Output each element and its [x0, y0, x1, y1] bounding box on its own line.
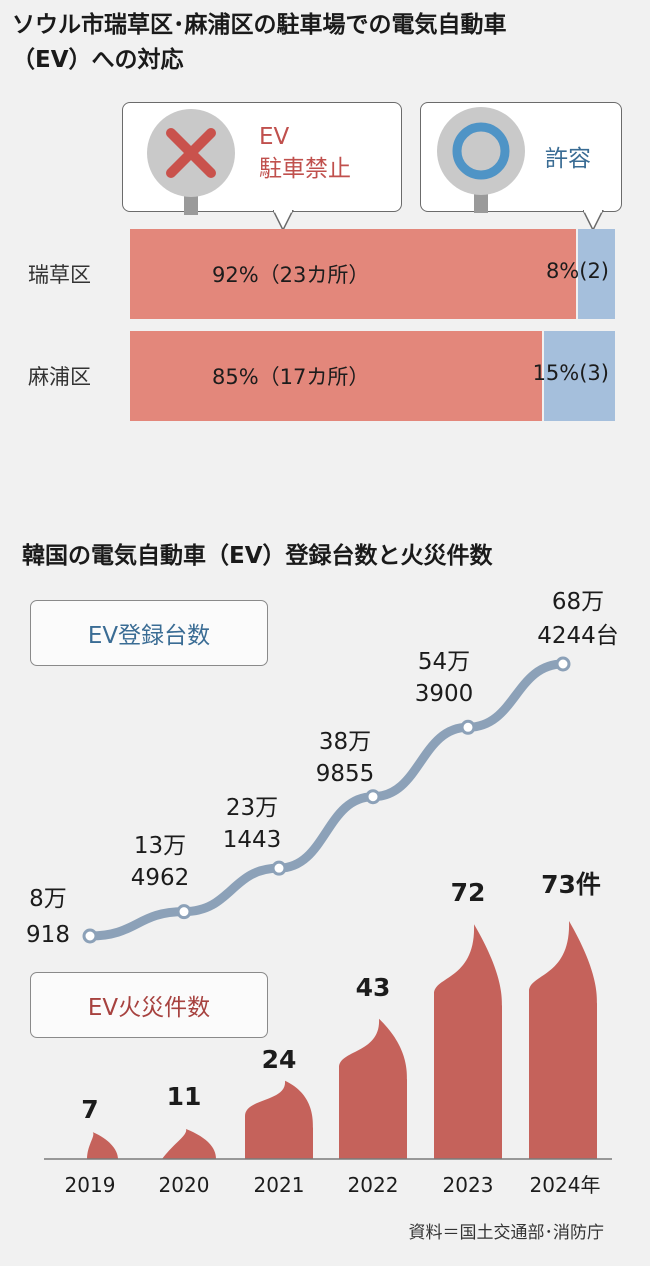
- ev-fire-label: 43: [356, 973, 391, 1002]
- legend-ev-registrations: EV登録台数: [30, 600, 268, 666]
- bar-label-allowed: 15%(3): [532, 361, 609, 385]
- ev-registration-label-bottom: 3900: [415, 681, 474, 707]
- ev-registration-line: [85, 659, 568, 941]
- ev-fire-bar: [339, 1018, 407, 1159]
- ev-fire-bar: [529, 921, 597, 1159]
- title-line-1: ソウル市瑞草区･麻浦区の駐車場での電気自動車: [12, 12, 507, 38]
- x-tick-label: 2024年: [530, 1173, 601, 1197]
- ev-fire-bar: [434, 924, 502, 1159]
- ev-registration-label-bottom: 1443: [223, 827, 282, 853]
- bar-segment-allowed: [544, 331, 615, 421]
- ev-fire-bar: [245, 1080, 313, 1159]
- ev-registration-label-top: 38万: [319, 729, 371, 755]
- ev-registration-point: [82, 928, 98, 944]
- legend-ev-fires: EV火災件数: [30, 972, 268, 1038]
- callout-tail: [583, 210, 604, 232]
- prohibited-x-sign-icon: [147, 109, 235, 215]
- allowed-callout: 許容: [420, 102, 622, 232]
- x-tick-label: 2022: [348, 1173, 399, 1197]
- ev-registration-label-bottom: 918: [26, 922, 70, 948]
- prohibited-label: EV 駐車禁止: [259, 121, 351, 185]
- bar-label-prohibited: 85%（17カ所）: [212, 365, 370, 389]
- ev-registration-point: [555, 656, 571, 672]
- ev-registration-point: [365, 789, 381, 805]
- ev-registration-label-bottom: 4244台: [537, 623, 619, 649]
- bar-segment-allowed: [578, 229, 615, 319]
- title-line-2: （EV）への対応: [12, 47, 184, 73]
- ev-registration-label-top: 23万: [226, 795, 278, 821]
- ev-registration-label-top: 13万: [134, 833, 186, 859]
- ev-fire-label: 11: [167, 1082, 202, 1111]
- allowed-circle-sign-icon: [437, 107, 525, 213]
- ev-registration-label-bottom: 9855: [316, 761, 375, 787]
- x-tick-label: 2020: [159, 1173, 210, 1197]
- bar-label-prohibited: 92%（23カ所）: [212, 263, 370, 287]
- x-tick-label: 2021: [254, 1173, 305, 1197]
- ev-fire-label: 73件: [541, 870, 601, 899]
- ev-registration-fire-chart: 8万 918 13万 4962 23万 1443 38万 9855 54万 3900 68万 4244…: [26, 589, 619, 1197]
- top-chart-title: ソウル市瑞草区･麻浦区の駐車場での電気自動車 （EV）への対応: [12, 8, 642, 78]
- lower-chart-title: 韓国の電気自動車（EV）登録台数と火災件数: [22, 543, 493, 569]
- ev-registration-label-top: 54万: [418, 649, 470, 675]
- bar-row-label: 麻浦区: [28, 365, 91, 389]
- bar-row-label: 瑞草区: [28, 263, 91, 287]
- ev-fire-label: 24: [262, 1045, 297, 1074]
- prohibited-label-line2: 駐車禁止: [259, 156, 351, 182]
- ev-registration-label-top: 8万: [29, 886, 67, 912]
- ev-registration-point: [460, 719, 476, 735]
- prohibited-callout: EV 駐車禁止: [122, 102, 402, 232]
- prohibited-label-line1: EV: [259, 124, 290, 150]
- ev-fire-bar: [162, 1129, 216, 1159]
- x-tick-label: 2023: [443, 1173, 494, 1197]
- bar-segment-prohibited: [130, 229, 577, 319]
- bar-label-allowed: 8%(2): [545, 259, 609, 283]
- allowed-label: 許容: [545, 146, 591, 172]
- callout-tail: [273, 210, 294, 232]
- ev-fire-bar: [87, 1132, 118, 1159]
- bar-segment-prohibited: [130, 331, 543, 421]
- ev-fire-label: 72: [451, 878, 486, 907]
- ev-registration-point: [271, 860, 287, 876]
- ev-registration-label-bottom: 4962: [131, 865, 190, 891]
- x-tick-label: 2019: [65, 1173, 116, 1197]
- source-note: 資料＝国土交通部･消防庁: [408, 1223, 605, 1243]
- ev-fire-label: 7: [81, 1095, 98, 1124]
- ev-registration-point: [176, 904, 192, 920]
- ev-registration-label-top: 68万: [552, 589, 604, 615]
